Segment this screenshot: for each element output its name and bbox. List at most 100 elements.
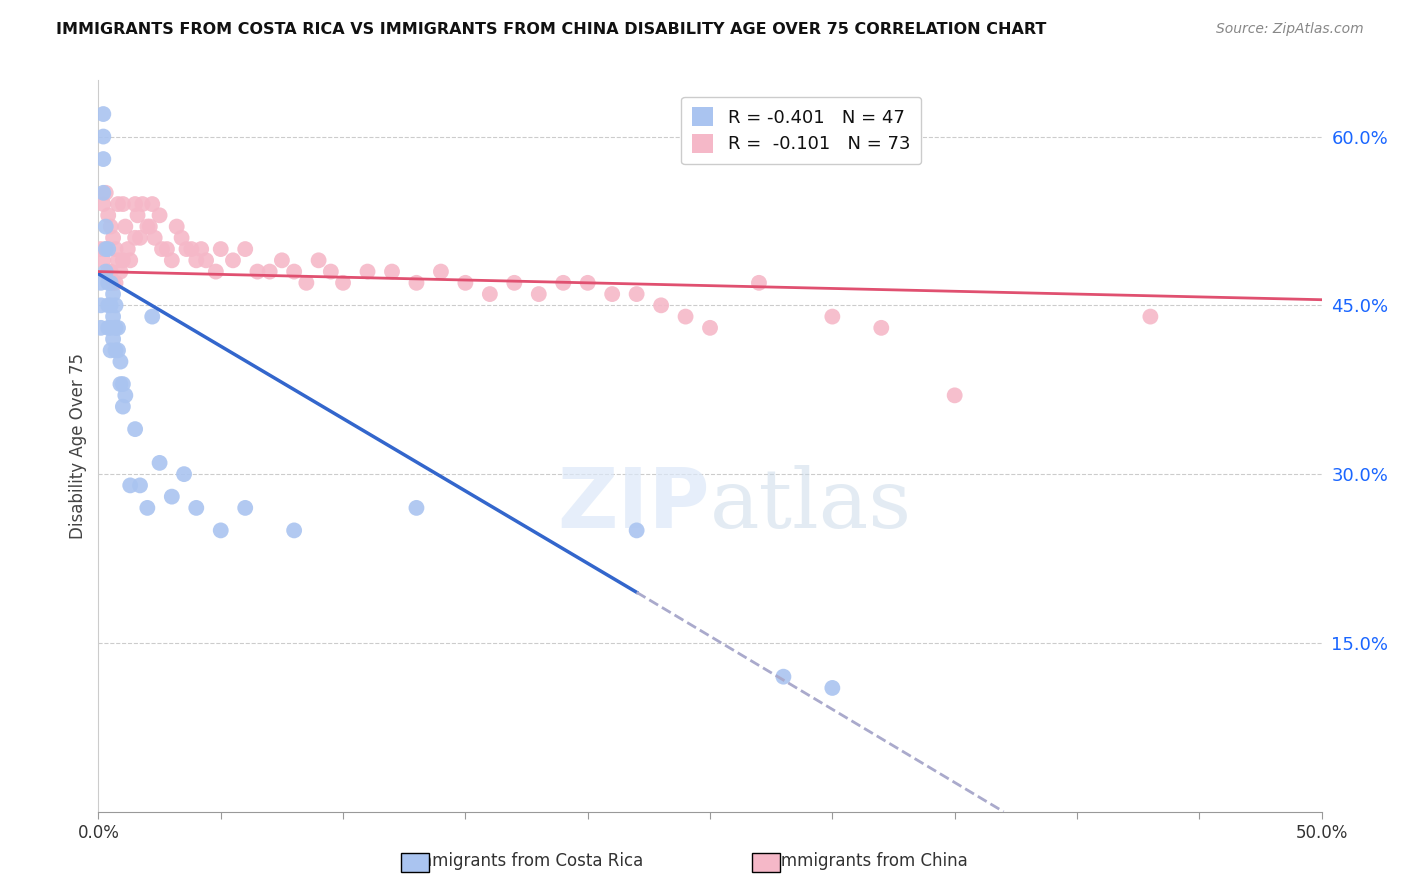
Point [626,287,648,301]
Point [100,321,122,335]
Point [90,298,112,312]
Point [405,276,427,290]
Point [97,276,120,290]
Point [139,219,162,234]
Point [94,186,117,200]
Point [699,321,721,335]
Point [180,242,202,256]
Point [91,129,114,144]
Point [233,500,256,515]
Point [295,276,318,290]
Point [104,276,127,290]
Point [136,219,159,234]
Point [107,197,129,211]
Point [100,298,122,312]
Point [626,524,648,538]
Point [156,242,179,256]
Point [821,310,844,324]
Point [675,310,697,324]
Point [114,388,136,402]
Point [190,242,212,256]
Point [332,276,354,290]
Point [129,478,152,492]
Point [97,298,120,312]
Point [270,253,294,268]
Point [186,253,208,268]
Point [600,287,623,301]
Point [319,264,342,278]
Point [91,152,114,166]
Text: Immigrants from Costa Rica: Immigrants from Costa Rica [411,852,644,870]
Point [748,276,770,290]
Point [91,197,114,211]
Point [117,242,139,256]
Point [104,298,127,312]
Point [308,253,330,268]
Point [100,264,122,278]
Point [120,478,142,492]
Point [381,264,404,278]
Text: Immigrants from China: Immigrants from China [776,852,967,870]
Point [129,231,152,245]
Point [233,242,256,256]
Point [107,343,129,358]
Point [101,310,124,324]
Point [111,400,134,414]
Point [821,681,844,695]
Point [124,231,146,245]
Point [259,264,281,278]
Point [576,276,599,290]
Point [553,276,575,290]
Point [246,264,269,278]
Point [136,500,159,515]
Point [114,219,136,234]
Point [205,264,228,278]
Point [430,264,453,278]
Point [143,231,166,245]
Point [100,276,122,290]
Legend: R = -0.401   N = 47, R =  -0.101   N = 73: R = -0.401 N = 47, R = -0.101 N = 73 [681,96,921,164]
Point [101,231,124,245]
Point [173,467,195,482]
Point [160,490,183,504]
Point [283,524,305,538]
Text: atlas: atlas [710,465,912,544]
Point [124,422,146,436]
Point [127,208,149,222]
Point [91,253,114,268]
Point [176,242,198,256]
Point [90,276,112,290]
Point [124,197,146,211]
Point [195,253,218,268]
Point [120,253,142,268]
Point [111,253,134,268]
Point [101,276,124,290]
Point [94,242,117,256]
Point [110,354,132,368]
Point [166,219,188,234]
Point [454,276,477,290]
Point [104,321,127,335]
Point [110,264,132,278]
Point [100,343,122,358]
Point [97,264,120,278]
Point [870,321,893,335]
Point [94,219,117,234]
Point [503,276,526,290]
Point [527,287,550,301]
Text: IMMIGRANTS FROM COSTA RICA VS IMMIGRANTS FROM CHINA DISABILITY AGE OVER 75 CORRE: IMMIGRANTS FROM COSTA RICA VS IMMIGRANTS… [56,22,1046,37]
Point [107,253,129,268]
Point [772,670,794,684]
Point [101,332,124,346]
Point [91,186,114,200]
Point [478,287,501,301]
Y-axis label: Disability Age Over 75: Disability Age Over 75 [69,353,87,539]
Point [90,242,112,256]
Point [107,321,129,335]
Point [94,242,117,256]
Point [150,242,173,256]
Point [405,500,427,515]
Point [222,253,245,268]
Point [111,197,134,211]
Point [101,287,124,301]
